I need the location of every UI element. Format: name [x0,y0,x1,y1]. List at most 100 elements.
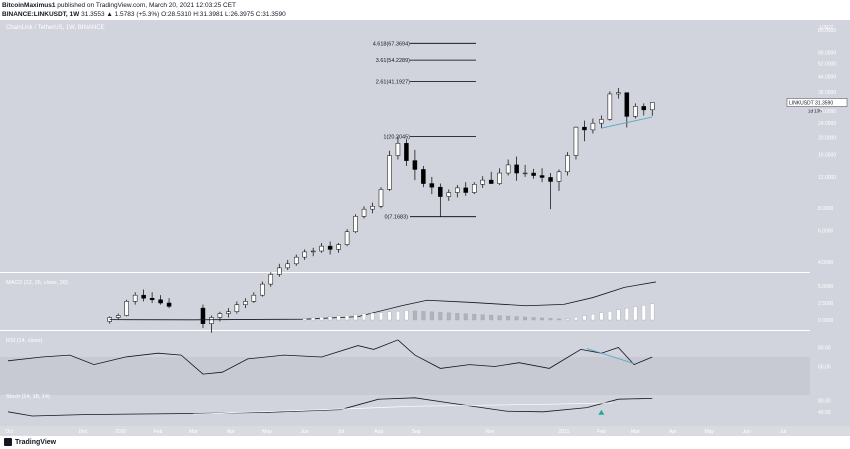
support-trendline [601,116,653,129]
candle-body [599,119,604,124]
candle-body [370,206,375,210]
price-tick-label: 28.0000 [818,109,836,115]
pane-divider [0,272,810,273]
macd-histogram-bar [336,315,341,321]
macd-histogram-bar [497,315,502,321]
price-tag [786,98,848,107]
candle-body [395,143,401,156]
candle-body [158,299,163,304]
candle-body [514,164,519,174]
rsi-tick-label: 60.00 [818,365,831,371]
macd-histogram-bar [345,315,350,321]
price-axis [810,20,850,426]
candle-body [217,313,223,318]
candle-body [429,183,435,188]
fib-level-label: 4.618(67.3694) [373,41,410,47]
macd-tick-label: 2.5000 [818,301,834,307]
rsi-band [0,357,810,395]
price-tick-label: 24.0000 [818,121,836,127]
symbol-line: BINANCE:LINKUSDT, 1W 31.3553 ▲ 1.5783 (+… [2,11,286,18]
time-tick-label: Jun [743,429,751,435]
macd-histogram-bar [523,316,528,321]
fib-level-label: 2.61(41.1927) [376,79,410,85]
price-tick-label: 12.0000 [818,175,836,181]
candle-body [149,297,155,301]
candle-body [404,143,409,161]
publish-line: BitcoinMaximus1 published on TradingView… [2,2,236,9]
macd-histogram-bar [590,314,595,321]
chart-area[interactable]: ChainLink / TetherUS, 1W, BINANCE USDT 4.0… [0,20,850,436]
macd-histogram-bar [412,310,417,321]
macd-histogram-bar [599,312,604,321]
candle-body [260,283,265,296]
candle-body [319,245,324,252]
candle-body [141,294,146,299]
macd-histogram-bar [328,316,333,321]
candle-body [480,179,485,185]
stoch-k-line [7,397,653,417]
rsi-tick-label: 80.00 [818,346,831,352]
price-tick-label: 16.0000 [818,153,836,159]
candle-body [132,294,138,302]
macd-histogram-bar [302,318,307,321]
candle-body [590,122,596,131]
tradingview-icon [4,438,12,446]
time-tick-label: Jul [780,429,786,435]
candle-body [115,315,121,318]
macd-histogram-bar [370,313,375,321]
candle-body [463,187,469,193]
candle-body [455,187,460,193]
time-tick-label: 2020 [115,429,126,435]
candle-body [200,307,206,324]
candle-body [573,126,579,156]
macd-histogram-bar [582,315,587,321]
macd-histogram-bar [641,305,646,321]
macd-histogram-bar [565,318,570,321]
macd-histogram-bar [480,314,485,321]
time-tick-label: Feb [154,429,163,435]
macd-histogram-bar [438,312,443,321]
macd-histogram-bar [514,316,519,321]
stoch-tick-label: 80.00 [818,399,831,405]
price-tick-label: 44.0000 [818,74,836,80]
time-tick-label: Mar [631,429,640,435]
stoch-tick-label: 40.00 [818,410,831,416]
candle-body [624,92,630,117]
footer: TradingView [0,436,850,449]
candle-body [209,317,214,324]
candle-body [378,189,384,207]
candle-body [438,186,443,197]
rsi-line [7,339,653,375]
macd-histogram-bar [633,306,638,321]
author-name[interactable]: BitcoinMaximus1 [2,2,56,9]
candle-body [124,301,129,316]
candle-body [582,126,587,131]
macd-histogram-bar [395,311,400,321]
price-tick-label: 4.0000 [818,260,834,266]
macd-histogram-bar [650,303,655,321]
candle-body [387,155,392,190]
chart-canvas[interactable]: ChainLink / TetherUS, 1W, BINANCE USDT 4.0… [0,20,850,436]
macd-tick-label: 5.0000 [818,284,834,290]
macd-histogram-bar [557,318,561,321]
candle-body [565,155,570,173]
macd-histogram-bar [387,311,392,321]
macd-tick-label: 0.0000 [818,318,834,324]
fib-level-label: 1(20.2045) [383,135,410,141]
macd-histogram-bar [531,317,536,321]
fib-level-label: 3.61(54.2289) [376,58,410,64]
candle-body [243,301,248,305]
candle-body [277,267,282,275]
stoch-title: Stoch (14, 18, 14) [6,394,50,400]
candle-body [310,250,316,253]
time-tick-label: Apr [669,429,677,435]
tradingview-logo-text: TradingView [15,438,57,446]
price-tick-label: 80.0000 [818,28,836,34]
chart-title: ChainLink / TetherUS, 1W, BINANCE [6,25,105,31]
candle-body [633,106,638,117]
rsi-divergence-line [586,348,635,365]
time-tick-label: May [704,429,714,435]
time-tick-label: Jul [338,429,344,435]
macd-histogram-bar [429,311,434,321]
time-axis [0,426,850,436]
